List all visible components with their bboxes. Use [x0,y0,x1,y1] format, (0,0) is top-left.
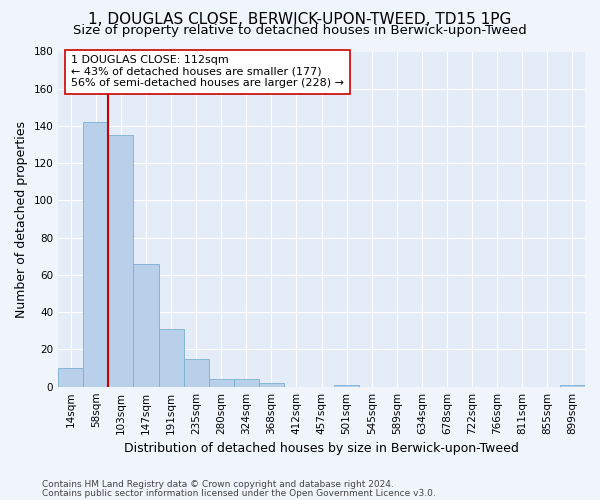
X-axis label: Distribution of detached houses by size in Berwick-upon-Tweed: Distribution of detached houses by size … [124,442,519,455]
Bar [158,329,184,386]
Bar [109,136,133,386]
Text: Contains public sector information licensed under the Open Government Licence v3: Contains public sector information licen… [42,488,436,498]
Text: 1 DOUGLAS CLOSE: 112sqm
← 43% of detached houses are smaller (177)
56% of semi-d: 1 DOUGLAS CLOSE: 112sqm ← 43% of detache… [71,55,344,88]
Bar [133,264,158,386]
Bar [58,368,83,386]
Bar [209,379,234,386]
Bar [234,379,259,386]
Bar [184,358,209,386]
Text: 1, DOUGLAS CLOSE, BERWICK-UPON-TWEED, TD15 1PG: 1, DOUGLAS CLOSE, BERWICK-UPON-TWEED, TD… [88,12,512,28]
Bar [334,385,359,386]
Text: Contains HM Land Registry data © Crown copyright and database right 2024.: Contains HM Land Registry data © Crown c… [42,480,394,489]
Text: Size of property relative to detached houses in Berwick-upon-Tweed: Size of property relative to detached ho… [73,24,527,37]
Bar [259,383,284,386]
Bar [83,122,109,386]
Y-axis label: Number of detached properties: Number of detached properties [15,120,28,318]
Bar [560,385,585,386]
